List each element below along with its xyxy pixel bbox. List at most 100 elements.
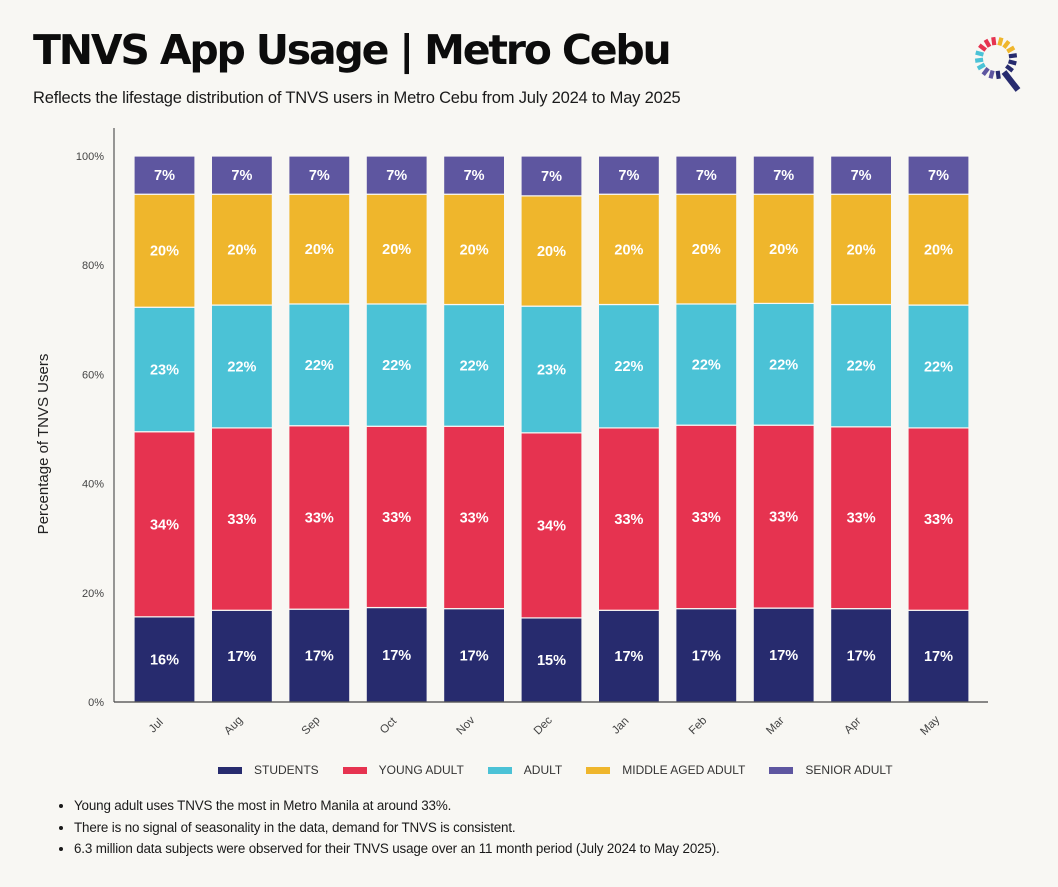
logo-dash (1002, 40, 1011, 49)
logo-dash (1006, 45, 1016, 54)
y-tick-label: 60% (82, 369, 104, 381)
bar-segment-middle-aged-adult (365, 193, 428, 305)
y-tick-label: 40% (82, 479, 104, 491)
bar-segment-senior-adult (829, 155, 893, 195)
logo-dash (988, 70, 995, 79)
data-label: 22% (305, 358, 334, 374)
y-tick-label: 0% (88, 697, 104, 709)
bar-segment-senior-adult (520, 155, 583, 197)
logo-dash (991, 36, 997, 46)
data-label: 22% (692, 358, 721, 374)
data-label: 20% (150, 244, 179, 260)
bar-segment-students (210, 609, 273, 703)
legend-label: YOUNG ADULT (378, 763, 464, 777)
x-tick-label: Jan (610, 715, 632, 737)
x-tick-label: Sep (300, 714, 323, 737)
bar-segment-middle-aged-adult (752, 193, 815, 305)
notes-list: Young adult uses TNVS the most in Metro … (52, 797, 720, 862)
data-label: 20% (692, 242, 721, 258)
data-label: 17% (614, 649, 643, 665)
data-label: 20% (537, 244, 566, 260)
y-tick-label: 20% (82, 588, 104, 600)
data-label: 22% (847, 359, 876, 375)
legend-swatch (586, 766, 611, 774)
bar-segment-students (443, 608, 506, 703)
bar-segment-young-adult (675, 424, 738, 610)
bar-segment-students (520, 617, 583, 703)
data-label: 22% (924, 359, 953, 375)
bar-segment-adult (133, 306, 196, 433)
data-label: 33% (769, 510, 798, 526)
x-tick-label: Jul (147, 716, 166, 735)
data-label: 22% (769, 357, 798, 373)
bar-segment-young-adult (288, 425, 351, 610)
bar-segment-middle-aged-adult (675, 193, 738, 305)
bar-stack-apr: 17% 33% 22% 20% 7% (829, 155, 893, 703)
data-label: 7% (309, 168, 330, 184)
legend-item-senior-adult: SENIOR ADULT (769, 763, 893, 777)
bar-stack-nov: 17% 33% 22% 20% 7% (443, 155, 506, 703)
data-label: 22% (227, 359, 256, 375)
logo-dash (1005, 64, 1014, 73)
x-tick-label: Feb (687, 715, 710, 738)
data-label: 15% (537, 653, 566, 669)
data-label: 22% (382, 358, 411, 374)
x-tick-label: Mar (764, 715, 787, 738)
data-label: 7% (928, 168, 949, 184)
legend-label: ADULT (523, 763, 563, 777)
bar-segment-students (675, 608, 738, 703)
note-item: There is no signal of seasonality in the… (74, 819, 720, 836)
legend-item-young-adult: YOUNG ADULT (342, 763, 464, 777)
data-label: 22% (460, 358, 489, 374)
bar-stack-aug: 17% 33% 22% 20% 7% (210, 155, 273, 703)
x-tick-label: Oct (378, 715, 400, 737)
data-label: 33% (227, 512, 256, 528)
bar-segment-young-adult (829, 426, 893, 610)
bar-segment-middle-aged-adult (520, 195, 583, 307)
legend-swatch (342, 766, 367, 774)
bar-segment-middle-aged-adult (443, 193, 506, 306)
logo-dash (978, 43, 987, 52)
bar-segment-young-adult (365, 425, 428, 609)
legend-item-middle-aged-adult: MIDDLE AGED ADULT (586, 763, 745, 777)
bar-segment-middle-aged-adult (288, 193, 351, 305)
bar-segment-students (829, 608, 893, 703)
logo-handle (1001, 70, 1021, 92)
bar-stack-sep: 17% 33% 22% 20% 7% (288, 155, 351, 703)
logo-dash (995, 70, 1001, 80)
y-axis-title: Percentage of TNVS Users (35, 354, 52, 535)
bar-segment-senior-adult (133, 155, 196, 195)
data-label: 23% (537, 362, 566, 378)
bar-segment-adult (520, 305, 583, 434)
data-label: 20% (305, 242, 334, 258)
bar-segment-young-adult (907, 427, 970, 611)
bar-segment-adult (288, 303, 351, 427)
data-label: 7% (154, 168, 175, 184)
data-label: 7% (231, 168, 252, 184)
data-label: 33% (382, 510, 411, 526)
data-label: 34% (150, 517, 179, 533)
data-label: 7% (773, 168, 794, 184)
bar-segment-adult (443, 303, 506, 427)
bar-segment-adult (210, 304, 273, 429)
bar-segment-adult (829, 303, 893, 428)
bar-segment-senior-adult (288, 155, 351, 195)
data-label: 7% (386, 168, 407, 184)
bar-segment-senior-adult (443, 155, 506, 195)
logo-dash (1008, 59, 1017, 66)
data-label: 20% (614, 242, 643, 258)
legend-label: MIDDLE AGED ADULT (622, 763, 746, 777)
data-label: 7% (851, 168, 872, 184)
bar-segment-middle-aged-adult (210, 193, 273, 306)
page-title: TNVS App Usage | Metro Cebu (33, 26, 672, 74)
logo-dash (975, 50, 984, 57)
data-label: 7% (541, 169, 562, 185)
bar-segment-middle-aged-adult (133, 193, 196, 308)
bar-stack-jul: 16% 34% 23% 20% 7% (133, 155, 196, 703)
data-label: 33% (847, 511, 876, 527)
data-label: 20% (769, 242, 798, 258)
legend-swatch (769, 766, 794, 774)
legend-label: SENIOR ADULT (805, 763, 893, 777)
bar-segment-senior-adult (907, 155, 970, 195)
x-tick-label: Dec (532, 714, 555, 737)
